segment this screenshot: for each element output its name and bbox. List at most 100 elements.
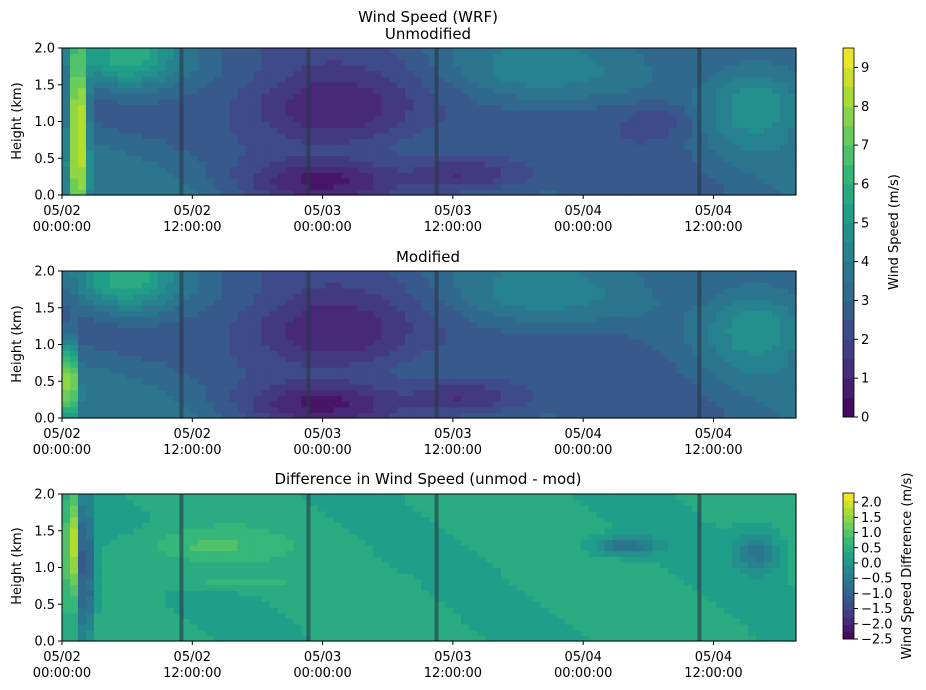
heat-cell: [636, 406, 646, 413]
heat-cell: [269, 338, 279, 346]
heat-cell: [476, 172, 486, 179]
heat-cell: [109, 104, 119, 111]
heat-cell: [309, 384, 318, 391]
heat-cell: [189, 389, 199, 396]
heat-cell: [133, 350, 143, 357]
heat-cell: [365, 172, 374, 179]
heat-cell: [612, 310, 622, 317]
heat-cell: [253, 189, 263, 196]
heat-cell: [764, 350, 773, 357]
heat-cell: [301, 115, 310, 123]
heat-cell: [756, 149, 765, 157]
heat-cell: [652, 81, 661, 89]
heat-cell: [764, 327, 773, 334]
heat-cell: [572, 93, 582, 100]
heat-cell: [788, 327, 797, 334]
heat-cell: [748, 104, 757, 111]
heat-cell: [532, 98, 542, 106]
heat-cell: [540, 178, 550, 185]
heat-cell: [269, 110, 279, 117]
heat-cell: [684, 110, 693, 117]
heat-cell: [580, 70, 590, 77]
heat-cell: [141, 367, 151, 374]
heat-cell: [301, 183, 310, 190]
heat-cell: [309, 104, 318, 111]
heat-cell: [125, 76, 135, 83]
heat-cell: [381, 76, 390, 83]
heat-cell: [397, 310, 406, 317]
heat-cell: [77, 161, 87, 168]
heat-cell: [253, 81, 263, 89]
heat-cell: [708, 48, 717, 55]
heat-cell: [341, 271, 350, 278]
heat-cell: [708, 401, 717, 408]
heat-cell: [101, 401, 111, 408]
heat-cell: [109, 310, 119, 317]
heat-cell: [540, 355, 550, 363]
heat-cell: [237, 401, 247, 408]
heat-cell: [85, 299, 95, 306]
heat-cell: [468, 378, 478, 385]
heat-cell: [492, 76, 502, 83]
heat-cell: [365, 384, 374, 391]
heat-cell: [572, 104, 582, 111]
heat-cell: [109, 132, 119, 140]
heat-cell: [444, 304, 454, 312]
heat-cell: [668, 93, 677, 100]
heat-cell: [69, 367, 79, 374]
heat-cell: [540, 70, 550, 77]
heat-cell: [141, 121, 151, 128]
heat-cell: [524, 406, 534, 413]
heat-cell: [181, 361, 191, 368]
heat-cell: [596, 110, 606, 117]
heat-cell: [253, 333, 263, 340]
heat-cell: [476, 53, 486, 60]
heat-cell: [245, 372, 255, 380]
heat-cell: [708, 172, 717, 179]
heat-cell: [436, 149, 446, 157]
heat-cell: [492, 344, 502, 351]
heat-cell: [133, 321, 143, 329]
heat-cell: [69, 282, 79, 289]
x-tick-label-time: 00:00:00: [33, 220, 91, 235]
heat-cell: [500, 189, 510, 196]
heat-cell: [620, 355, 630, 363]
heat-cell: [612, 166, 622, 173]
heat-cell: [429, 104, 438, 111]
heat-cell: [261, 389, 271, 396]
heat-cell: [460, 104, 470, 111]
heat-cell: [293, 138, 302, 145]
heat-cell: [676, 316, 685, 323]
heat-cell: [452, 338, 462, 346]
heat-cell: [516, 276, 526, 283]
heat-cell: [181, 378, 191, 385]
heat-cell: [277, 293, 286, 300]
heat-cell: [748, 121, 757, 128]
heat-cell: [660, 293, 669, 300]
heat-cell: [421, 378, 430, 385]
heat-cell: [596, 53, 606, 60]
heat-cell: [540, 287, 550, 295]
heat-cell: [101, 624, 111, 631]
heat-cell: [444, 166, 454, 173]
heat-cell: [644, 384, 653, 391]
heat-cell: [660, 378, 669, 385]
heat-cell: [85, 115, 95, 123]
heat-cell: [157, 183, 167, 190]
heat-cell: [237, 70, 247, 77]
heat-cell: [780, 344, 789, 351]
heat-cell: [357, 276, 366, 283]
heat-cell: [660, 127, 669, 134]
heat-cell: [357, 166, 366, 173]
heat-cell: [700, 304, 709, 312]
heat-cell: [540, 401, 550, 408]
heat-cell: [69, 110, 79, 117]
heat-cell: [788, 93, 797, 100]
heat-cell: [277, 355, 286, 363]
heat-cell: [460, 299, 470, 306]
heat-cell: [700, 127, 709, 134]
heat-cell: [325, 172, 334, 179]
heat-cell: [117, 299, 127, 306]
heat-cell: [604, 367, 614, 374]
heat-cell: [149, 178, 159, 185]
